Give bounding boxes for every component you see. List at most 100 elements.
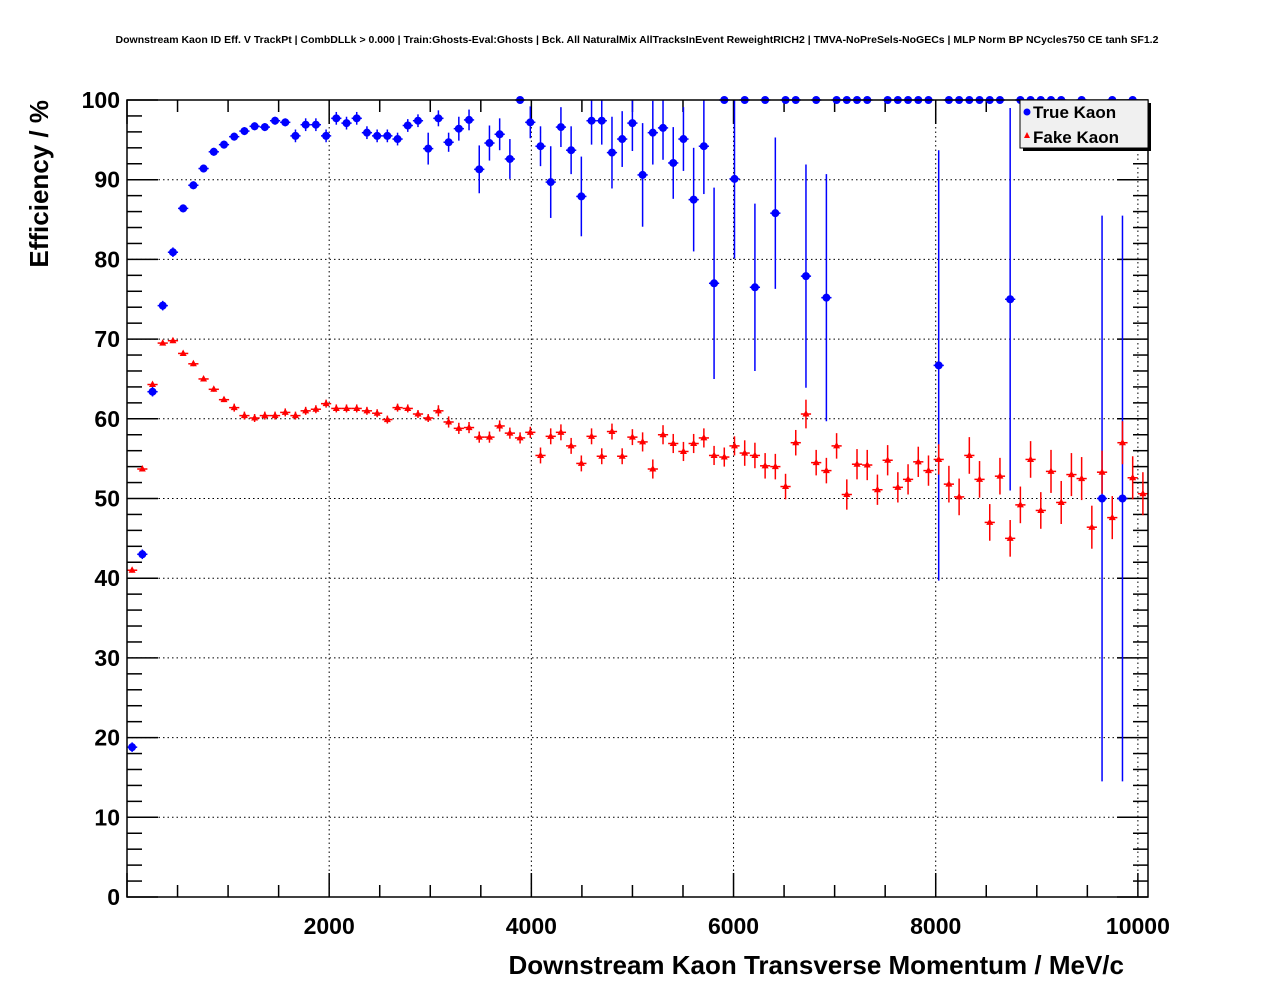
triangle-marker: [782, 482, 790, 490]
circle-marker: [699, 142, 708, 151]
data-point: [535, 447, 546, 464]
y-tick-label: 30: [94, 645, 120, 671]
circle-marker: [240, 127, 249, 136]
data-point: [463, 421, 475, 434]
data-point: [708, 187, 720, 379]
triangle-marker: [1037, 506, 1045, 513]
circle-marker: [1118, 494, 1127, 503]
circle-marker: [771, 209, 780, 218]
triangle-marker: [322, 399, 330, 407]
circle-marker: [1098, 494, 1107, 503]
circle-marker: [403, 121, 412, 130]
triangle-marker: [261, 411, 269, 419]
triangle-marker: [833, 441, 841, 449]
data-point: [576, 156, 587, 237]
data-point: [320, 399, 332, 408]
circle-marker: [189, 181, 198, 190]
triangle-marker: [1016, 500, 1024, 508]
data-point: [412, 410, 424, 419]
triangle-marker: [465, 423, 473, 431]
triangle-marker: [434, 406, 442, 414]
data-point: [331, 111, 342, 125]
triangle-marker: [159, 339, 167, 346]
triangle-marker: [690, 439, 698, 447]
data-point: [453, 116, 464, 141]
data-point: [739, 440, 750, 466]
data-point: [208, 385, 219, 392]
triangle-marker: [1067, 470, 1075, 478]
triangle-marker: [220, 395, 228, 403]
data-point: [821, 174, 832, 422]
triangle-marker: [445, 417, 453, 425]
data-point: [178, 204, 189, 213]
data-point: [331, 404, 342, 413]
triangle-marker: [353, 404, 361, 411]
data-point: [1086, 505, 1097, 549]
data-point: [1015, 486, 1026, 524]
data-point: [351, 111, 362, 125]
data-point: [647, 459, 658, 479]
data-point: [627, 429, 638, 446]
circle-marker: [434, 114, 443, 123]
triangle-marker: [251, 414, 259, 421]
circle-marker: [689, 195, 698, 204]
triangle-marker: [812, 458, 820, 466]
legend-fake-kaon-label: Fake Kaon: [1033, 128, 1119, 147]
data-point: [535, 126, 546, 167]
data-point: [423, 132, 434, 165]
legend-box: [1019, 99, 1149, 149]
triangle-marker: [843, 490, 851, 498]
data-point: [392, 403, 403, 412]
data-point: [678, 107, 689, 171]
data-point: [913, 446, 924, 477]
data-point: [668, 127, 679, 199]
triangle-marker: [516, 433, 524, 441]
data-point: [831, 433, 842, 459]
legend-true-kaon-marker-icon: [1023, 108, 1031, 116]
triangle-marker: [404, 404, 412, 411]
circle-marker: [577, 192, 586, 201]
triangle-marker: [210, 385, 218, 392]
circle-marker: [362, 128, 371, 137]
data-point: [637, 432, 648, 452]
data-point: [433, 405, 444, 417]
triangle-marker: [628, 433, 636, 440]
plot-frame: [126, 99, 1149, 898]
data-point: [668, 433, 679, 454]
circle-marker: [505, 154, 514, 163]
circle-marker: [1006, 295, 1015, 304]
data-point: [290, 411, 301, 420]
data-point: [821, 457, 832, 484]
data-point: [178, 349, 189, 356]
data-point: [1035, 492, 1046, 529]
y-tick-label: 80: [94, 246, 120, 272]
data-point: [770, 453, 781, 480]
circle-marker: [332, 114, 341, 123]
triangle-marker: [986, 518, 994, 525]
data-point: [188, 359, 199, 367]
circle-marker: [342, 119, 351, 128]
data-point: [637, 123, 648, 227]
triangle-marker: [1006, 534, 1014, 541]
data-point: [933, 150, 944, 581]
data-point: [157, 300, 168, 311]
circle-marker: [271, 116, 280, 125]
triangle-marker: [1088, 523, 1096, 530]
data-point: [749, 442, 761, 469]
triangle-marker: [526, 428, 534, 435]
legend-fake-kaon-marker-icon: [1024, 132, 1030, 138]
data-point: [1005, 107, 1016, 491]
triangle-marker: [996, 472, 1004, 479]
data-point: [1117, 421, 1128, 465]
data-point: [1076, 457, 1087, 501]
triangle-marker: [455, 424, 463, 431]
x-tick-label: 8000: [910, 913, 961, 939]
triangle-marker: [394, 403, 402, 411]
triangle-marker: [894, 483, 902, 490]
circle-marker: [383, 131, 392, 140]
data-point: [617, 448, 628, 465]
triangle-marker: [822, 466, 830, 474]
data-point: [954, 478, 965, 516]
triangle-marker: [363, 406, 371, 414]
